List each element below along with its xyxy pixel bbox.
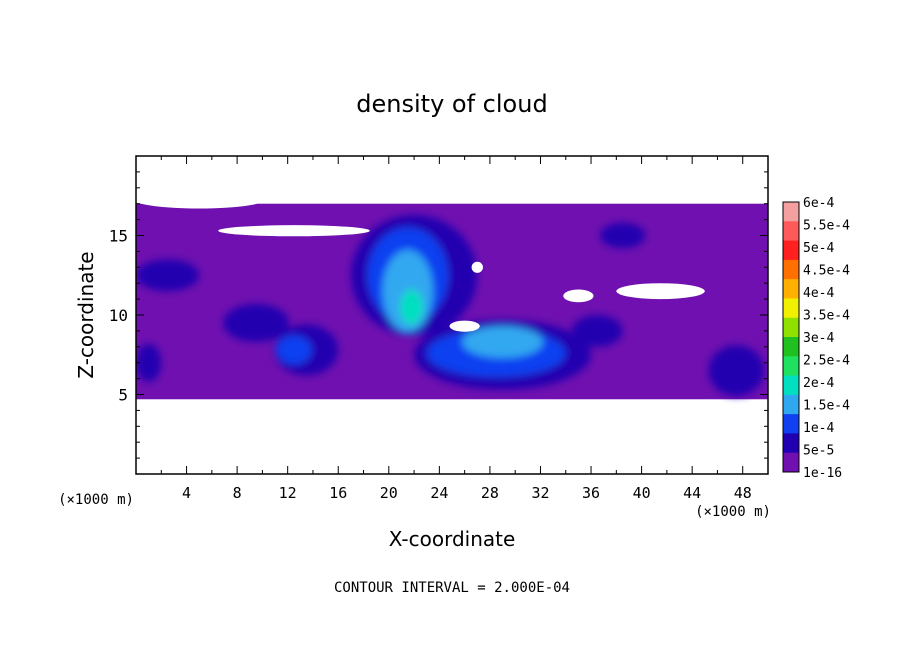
y-tick-label-10: 10: [109, 306, 128, 325]
colorbar-frame: [782, 201, 800, 473]
cloud-gap-4: [616, 283, 705, 300]
cloud-gap-3: [449, 320, 480, 332]
colorbar-label-11: 5e-5: [803, 444, 834, 459]
x-tick-label-20: 20: [380, 484, 398, 502]
contour-interval-note: CONTOUR INTERVAL = 2.000E-04: [334, 580, 570, 596]
colorbar-swatch-6: [783, 317, 799, 338]
colorbar-swatch-12: [783, 433, 799, 454]
x-tick-label-48: 48: [734, 484, 752, 502]
colorbar-swatch-9: [783, 375, 799, 396]
colorbar-swatch-11: [783, 414, 799, 434]
colorbar-label-12: 1e-16: [803, 466, 842, 481]
colorbar-legend: 6e-4 5.5e-4 5e-4 4.5e-4 4e-4 3.5e-4 3e-4 2.5e-4…: [782, 196, 850, 481]
x-tick-label-16: 16: [329, 484, 347, 502]
colorbar-label-9: 1.5e-4: [803, 399, 850, 414]
density-region-11: [276, 335, 312, 365]
colorbar-label-10: 1e-4: [803, 421, 834, 436]
x-tick-label-40: 40: [633, 484, 651, 502]
colorbar-label-8: 2e-4: [803, 376, 834, 391]
density-region-4: [708, 345, 765, 397]
density-region-13: [462, 326, 544, 358]
cloud-gap-0: [136, 192, 263, 209]
colorbar-label-0: 6e-4: [803, 196, 834, 211]
colorbar-label-1: 5.5e-4: [803, 219, 850, 234]
x-tick-label-44: 44: [683, 484, 701, 502]
x-axis: 4 8 12 16 20 24 28 32 36 40 44 48: [160, 156, 752, 502]
colorbar-label-3: 4.5e-4: [803, 264, 850, 279]
x-tick-label-8: 8: [233, 484, 242, 502]
colorbar-swatch-13: [783, 452, 799, 473]
x-unit-left: (×1000 m): [58, 492, 134, 508]
colorbar-label-6: 3e-4: [803, 331, 834, 346]
colorbar-label-2: 5e-4: [803, 241, 834, 256]
x-tick-label-36: 36: [582, 484, 600, 502]
colorbar-swatch-4: [783, 279, 799, 299]
density-region-6: [136, 259, 200, 292]
x-tick-label-24: 24: [430, 484, 448, 502]
y-axis: 5 10 15: [109, 171, 768, 459]
density-region-8: [136, 343, 162, 382]
density-region-5: [572, 315, 623, 347]
colorbar-swatch-10: [783, 394, 799, 415]
colorbar-label-7: 2.5e-4: [803, 354, 850, 369]
plot-area: [136, 192, 768, 400]
cloud-gap-5: [563, 289, 594, 303]
density-region-7: [599, 222, 646, 249]
cloud-gap-1: [218, 225, 370, 237]
colorbar-label-4: 4e-4: [803, 286, 834, 301]
colorbar-swatch-7: [783, 337, 799, 357]
colorbar-swatch-2: [783, 240, 799, 261]
x-tick-label-12: 12: [279, 484, 297, 502]
x-unit-right: (×1000 m): [695, 504, 771, 520]
x-tick-label-32: 32: [531, 484, 549, 502]
colorbar-swatch-8: [783, 356, 799, 377]
y-tick-label-15: 15: [109, 227, 128, 246]
colorbar-swatch-3: [783, 259, 799, 280]
density-region-14: [400, 289, 423, 325]
colorbar-label-5: 3.5e-4: [803, 309, 850, 324]
chart-title: density of cloud: [356, 90, 547, 118]
colorbar-swatch-1: [783, 221, 799, 242]
x-axis-label: X-coordinate: [389, 527, 516, 551]
colorbar-swatch-0: [783, 202, 799, 222]
y-tick-label-5: 5: [118, 386, 128, 405]
colorbar-swatch-5: [783, 298, 799, 319]
density-region-2: [223, 303, 289, 343]
x-tick-label-28: 28: [481, 484, 499, 502]
x-tick-label-4: 4: [182, 484, 191, 502]
y-axis-label: Z-coordinate: [74, 251, 98, 378]
cloud-gap-2: [471, 261, 483, 273]
